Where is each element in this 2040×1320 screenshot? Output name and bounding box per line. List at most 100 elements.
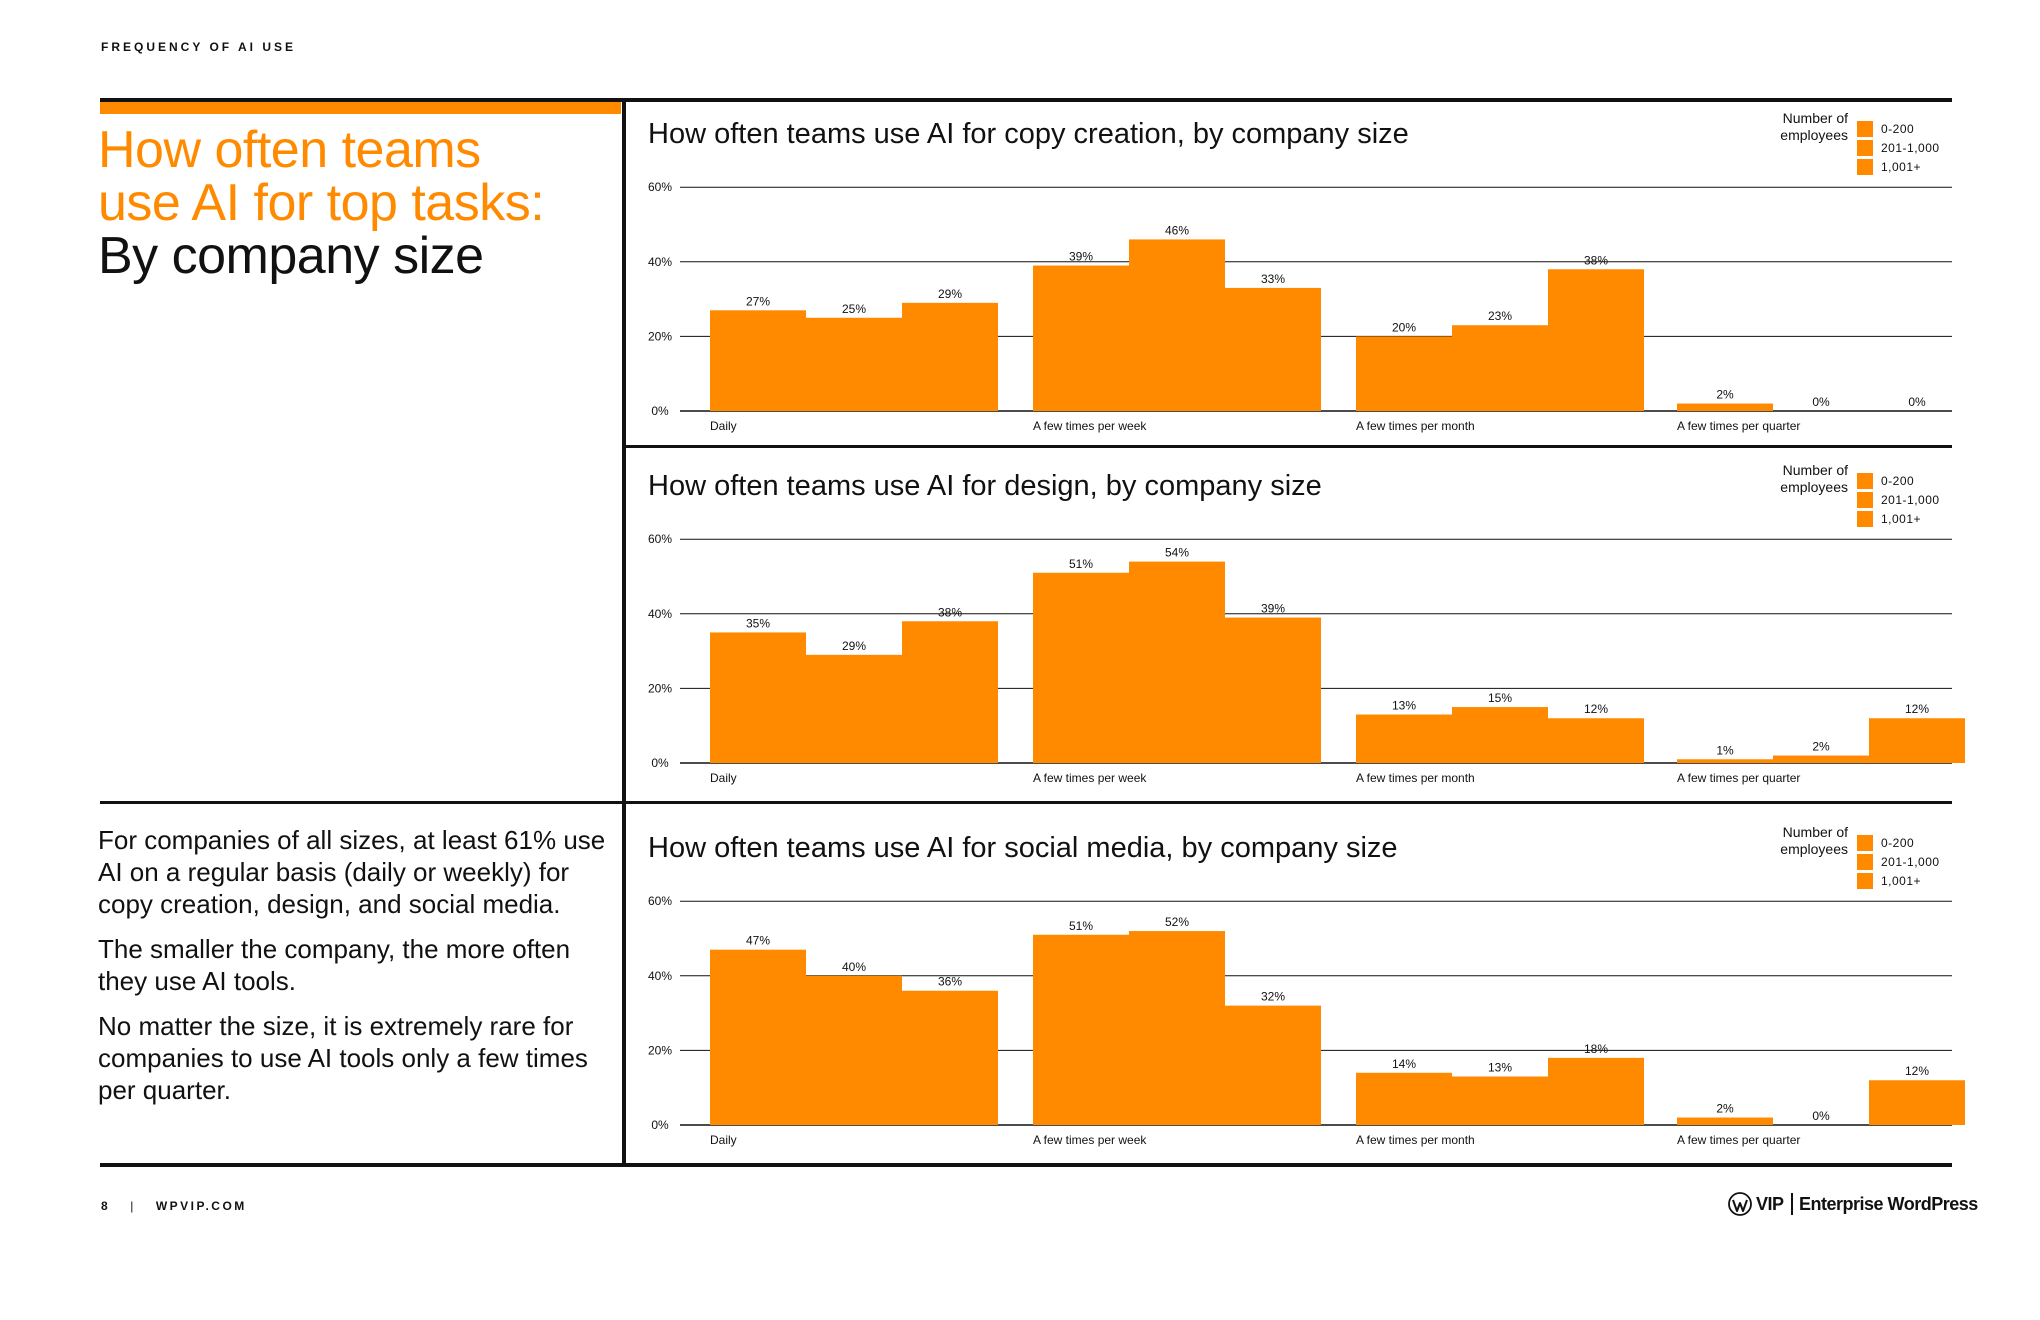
data-label: 38% xyxy=(938,605,962,619)
y-tick-label: 40% xyxy=(648,607,672,621)
bar xyxy=(1452,1076,1548,1125)
column-divider xyxy=(622,98,626,1167)
bar xyxy=(1033,265,1129,411)
frame-bottom-rule xyxy=(100,1163,1952,1167)
x-category-label: A few times per week xyxy=(1033,1133,1147,1147)
x-category-label: Daily xyxy=(710,1133,737,1147)
chart-row-divider-1 xyxy=(626,445,1952,448)
data-label: 52% xyxy=(1165,915,1189,929)
y-tick-label: 20% xyxy=(648,681,672,695)
legend-label: 201-1,000 xyxy=(1881,493,1940,507)
y-tick-label: 60% xyxy=(648,532,672,546)
data-label: 18% xyxy=(1584,1042,1608,1056)
bar xyxy=(1356,1072,1452,1125)
bar xyxy=(902,302,998,411)
y-tick-label: 40% xyxy=(648,969,672,983)
data-label: 23% xyxy=(1488,309,1512,323)
legend-swatch xyxy=(1857,492,1873,508)
wordpress-icon xyxy=(1728,1192,1752,1216)
data-label: 0% xyxy=(1812,1109,1830,1123)
data-label: 12% xyxy=(1584,702,1608,716)
data-label: 54% xyxy=(1165,546,1189,560)
bar xyxy=(1225,287,1321,411)
data-label: 12% xyxy=(1905,702,1929,716)
frame-top-rule xyxy=(100,98,1952,102)
bar xyxy=(710,310,806,411)
data-label: 29% xyxy=(938,287,962,301)
data-label: 40% xyxy=(842,960,866,974)
data-label: 47% xyxy=(746,934,770,948)
data-label: 2% xyxy=(1716,1102,1734,1116)
summary-paragraph-1: For companies of all sizes, at least 61%… xyxy=(98,825,606,919)
bar xyxy=(1548,718,1644,763)
brand-name: Enterprise WordPress xyxy=(1799,1194,1978,1214)
bar xyxy=(806,975,902,1125)
chart-row-divider-2 xyxy=(100,801,1952,804)
x-category-label: A few times per month xyxy=(1356,419,1475,433)
x-category-label: A few times per month xyxy=(1356,1133,1475,1147)
footer-site-link[interactable]: WPVIP.COM xyxy=(155,1199,247,1213)
data-label: 2% xyxy=(1812,740,1830,754)
y-tick-label: 20% xyxy=(648,329,672,343)
summary-paragraph-2: The smaller the company, the more often … xyxy=(98,934,571,996)
x-category-label: A few times per quarter xyxy=(1677,771,1800,785)
bar xyxy=(806,654,902,763)
page-headline: How often teams use AI for top tasks: By… xyxy=(98,124,618,283)
legend-title: Number of employees xyxy=(1780,824,1848,857)
bar xyxy=(1548,269,1644,411)
legend-swatch xyxy=(1857,121,1873,137)
legend-label: 0-200 xyxy=(1881,122,1915,136)
legend-label: 0-200 xyxy=(1881,474,1915,488)
bar xyxy=(1773,755,1869,763)
chart-copy-creation: How often teams use AI for copy creation… xyxy=(640,108,1960,453)
data-label: 1% xyxy=(1716,743,1734,757)
chart-legend: Number of employees 0-200 201-1,000 1,00… xyxy=(1756,824,1956,894)
bar xyxy=(1452,707,1548,763)
bar xyxy=(1356,336,1452,411)
chart-title: How often teams use AI for copy creation… xyxy=(648,118,1409,150)
data-label: 15% xyxy=(1488,691,1512,705)
bar xyxy=(1129,931,1225,1125)
data-label: 27% xyxy=(746,294,770,308)
headline-dark-line: By company size xyxy=(98,227,484,285)
chart-design: How often teams use AI for design, by co… xyxy=(640,460,1965,805)
bar xyxy=(902,621,998,763)
bar xyxy=(1869,1080,1965,1125)
summary-text: For companies of all sizes, at least 61%… xyxy=(98,824,618,1119)
data-label: 20% xyxy=(1392,320,1416,334)
legend-label: 0-200 xyxy=(1881,836,1915,850)
data-label: 39% xyxy=(1261,602,1285,616)
bar xyxy=(1129,239,1225,411)
legend-label: 1,001+ xyxy=(1881,512,1922,526)
legend-label: 1,001+ xyxy=(1881,160,1922,174)
chart-legend: Number of employees 0-200 201-1,000 1,00… xyxy=(1756,462,1956,532)
x-category-label: A few times per quarter xyxy=(1677,419,1800,433)
chart-title: How often teams use AI for social media,… xyxy=(648,832,1398,864)
legend-title: Number of employees xyxy=(1780,462,1848,495)
chart-plot: 0% 20% 40% 60% 27% 25% 29% Daily 39% 46% 33% A few … xyxy=(648,180,1952,433)
data-label: 33% xyxy=(1261,272,1285,286)
bar xyxy=(1869,718,1965,763)
bar xyxy=(1129,561,1225,763)
chart-social-media: How often teams use AI for social media,… xyxy=(640,822,1965,1167)
data-label: 35% xyxy=(746,616,770,630)
data-label: 2% xyxy=(1716,388,1734,402)
bar xyxy=(1225,617,1321,763)
bar xyxy=(710,949,806,1125)
data-label: 14% xyxy=(1392,1057,1416,1071)
x-category-label: A few times per week xyxy=(1033,771,1147,785)
y-tick-label: 0% xyxy=(651,1118,669,1132)
data-label: 12% xyxy=(1905,1064,1929,1078)
legend-label: 201-1,000 xyxy=(1881,141,1940,155)
bar xyxy=(806,317,902,411)
legend-swatch xyxy=(1857,159,1873,175)
data-label: 0% xyxy=(1908,395,1926,409)
legend-label: 201-1,000 xyxy=(1881,855,1940,869)
headline-orange-line-1: How often teams xyxy=(98,121,481,179)
accent-bar xyxy=(100,102,621,114)
x-category-label: A few times per quarter xyxy=(1677,1133,1800,1147)
headline-orange-line-2: use AI for top tasks: xyxy=(98,174,545,232)
x-category-label: A few times per month xyxy=(1356,771,1475,785)
y-tick-label: 0% xyxy=(651,404,669,418)
data-label: 36% xyxy=(938,975,962,989)
